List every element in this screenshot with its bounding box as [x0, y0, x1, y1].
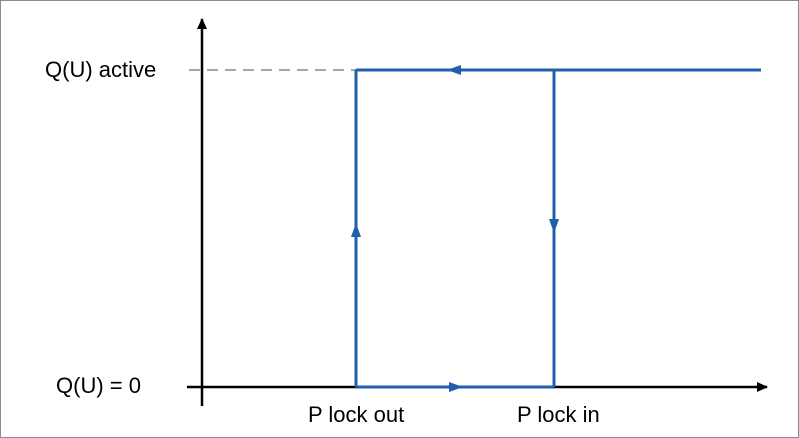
arrow-right-icon — [449, 382, 463, 392]
x-label-p-lock-out: P lock out — [308, 402, 405, 427]
x-label-p-lock-in: P lock in — [517, 402, 600, 427]
y-label-q-active: Q(U) active — [45, 57, 157, 82]
y-label-q-zero: Q(U) = 0 — [56, 373, 141, 398]
arrow-up-icon — [351, 223, 361, 237]
arrow-down-icon — [549, 219, 559, 233]
arrow-left-icon — [447, 65, 461, 75]
